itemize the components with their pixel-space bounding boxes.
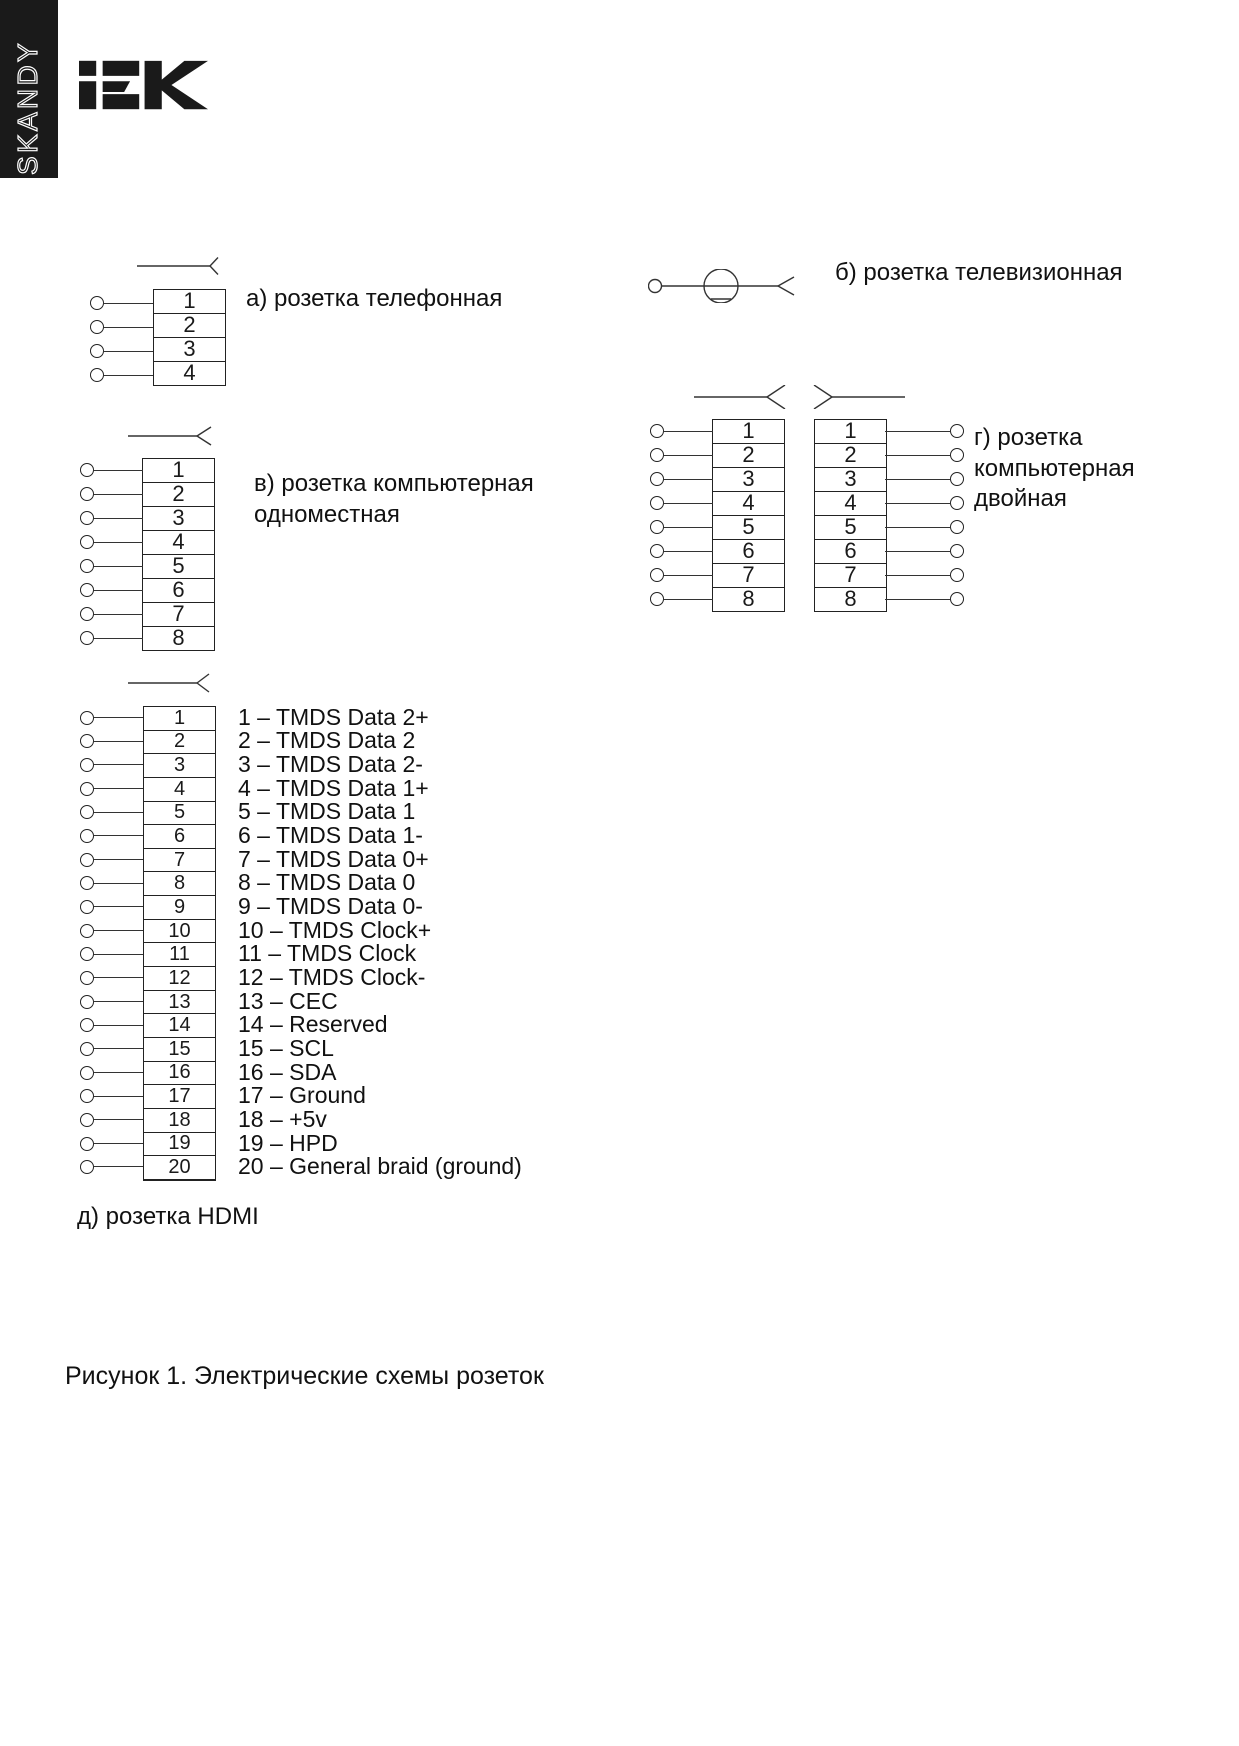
svg-text:SKANDY: SKANDY bbox=[12, 40, 43, 175]
